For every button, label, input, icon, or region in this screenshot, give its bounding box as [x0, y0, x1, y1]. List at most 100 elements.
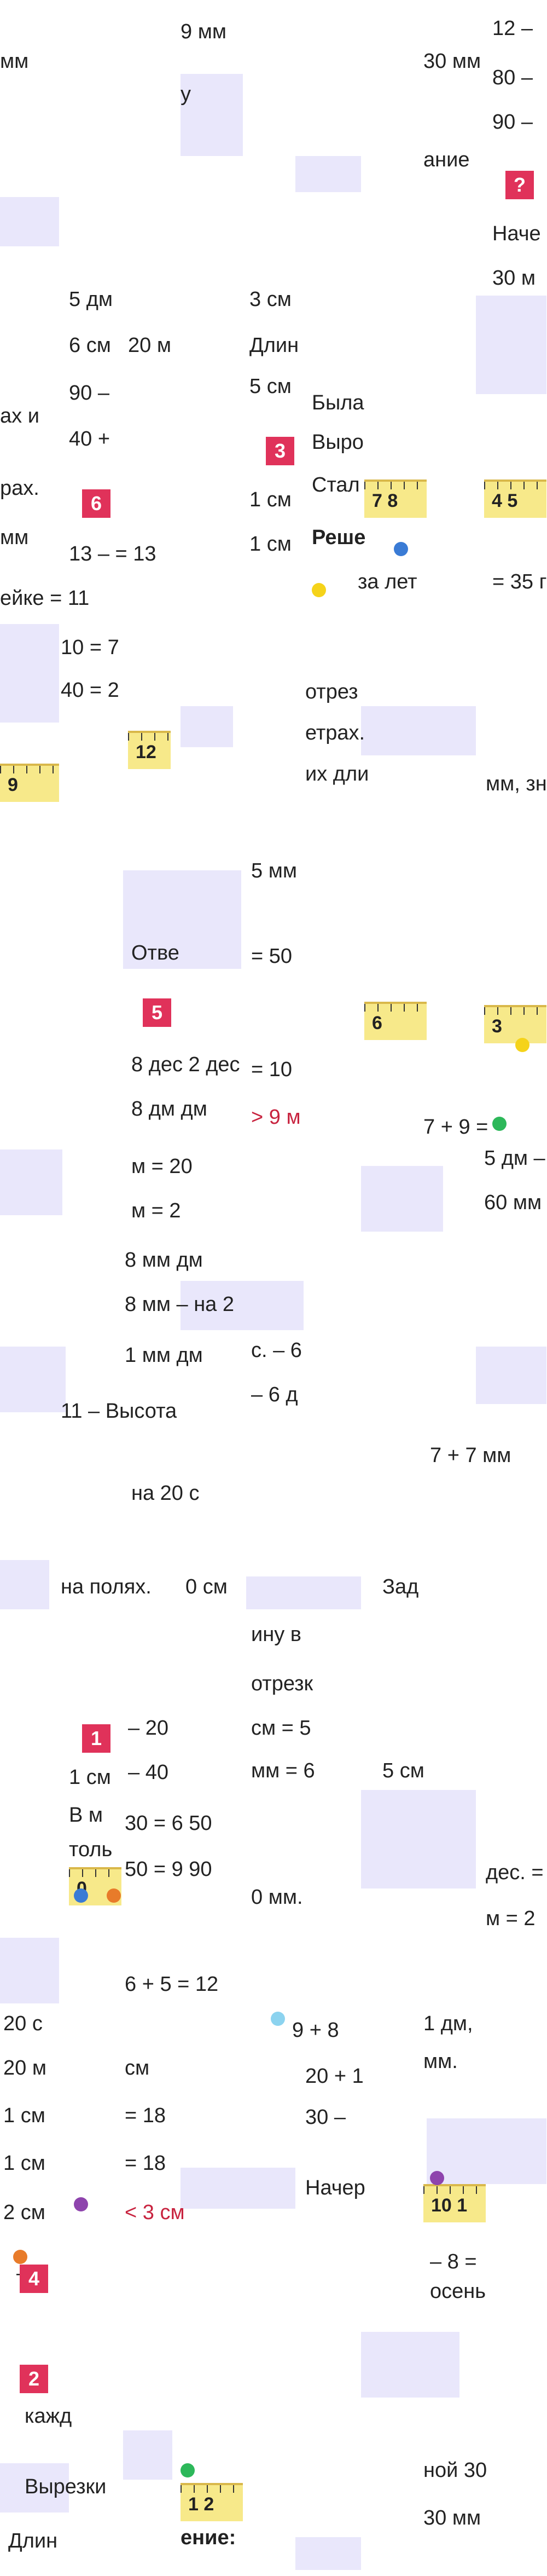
pin-icon [181, 2463, 195, 2477]
text-fragment: Наче [492, 222, 541, 245]
text-fragment: ной 30 [423, 2459, 487, 2482]
background-block [361, 706, 476, 755]
background-block [0, 2463, 69, 2513]
background-block [476, 296, 546, 394]
text-fragment: 90 – [492, 111, 533, 134]
pin-icon [394, 542, 408, 556]
background-block [0, 1347, 66, 1412]
text-fragment: = 50 [251, 945, 293, 968]
pin-icon [312, 583, 326, 597]
text-fragment: 2 см [3, 2201, 45, 2224]
background-block [361, 1166, 443, 1232]
text-fragment: 8 мм дм [125, 1249, 203, 1272]
text-fragment: мм = 6 [251, 1759, 315, 1782]
background-block [123, 870, 241, 969]
text-fragment: Зад [382, 1575, 419, 1598]
text-fragment: мм. [423, 2050, 458, 2073]
text-fragment: = 35 г [492, 570, 547, 593]
ruler: 9 [0, 764, 59, 802]
text-fragment: осень [430, 2280, 486, 2303]
number-badge: 4 [20, 2265, 48, 2293]
pin-icon [271, 2012, 285, 2026]
text-fragment: у [181, 83, 191, 106]
background-block [123, 2430, 172, 2480]
text-fragment: 30 – [305, 2106, 346, 2129]
text-fragment: Длин [249, 334, 299, 357]
text-fragment: 5 дм – [484, 1147, 545, 1170]
text-fragment: мм [0, 526, 29, 549]
ruler: 12 [128, 731, 171, 769]
text-fragment: 1 см [249, 488, 292, 511]
pin-icon [74, 1888, 88, 1903]
text-fragment: 8 дм дм [131, 1098, 207, 1120]
ruler: 10 1 [423, 2184, 486, 2222]
ruler: 3 [484, 1005, 546, 1043]
number-badge: 3 [266, 437, 294, 465]
background-block [0, 1938, 59, 2003]
text-fragment: – 6 д [251, 1383, 298, 1406]
text-fragment: 80 – [492, 66, 533, 89]
background-block [0, 1560, 49, 1609]
background-block [361, 1790, 476, 1888]
background-block [0, 197, 59, 246]
text-fragment: 5 см [382, 1759, 424, 1782]
text-fragment: Стал [312, 473, 360, 496]
text-fragment: 9 + 8 [292, 2019, 339, 2042]
text-fragment: 1 см [249, 533, 292, 556]
text-fragment: 7 + 9 = [423, 1116, 488, 1139]
text-fragment: Начер [305, 2176, 365, 2199]
text-fragment: – 8 = [430, 2250, 477, 2273]
text-fragment: 20 м [3, 2057, 46, 2080]
ruler: 1 2 [181, 2483, 243, 2521]
text-fragment: отрез [305, 680, 358, 703]
pin-icon [492, 1117, 507, 1131]
text-fragment: рах. [0, 477, 39, 500]
text-fragment: < 3 см [125, 2201, 185, 2224]
text-fragment: 12 – [492, 17, 533, 40]
text-fragment: 1 мм дм [125, 1344, 203, 1367]
text-fragment: Вырезки [25, 2475, 107, 2498]
text-fragment: Отве [131, 942, 179, 964]
background-block [476, 1347, 546, 1404]
background-block [295, 156, 361, 192]
text-fragment: 6 см [69, 334, 111, 357]
text-fragment: 10 = 7 [61, 636, 119, 659]
text-fragment: 8 дес 2 дес [131, 1053, 240, 1076]
background-block [181, 1281, 304, 1330]
text-fragment: 30 м [492, 267, 536, 290]
text-fragment: отрезк [251, 1672, 313, 1695]
text-fragment: ину в [251, 1623, 301, 1646]
background-block [295, 2537, 361, 2570]
text-fragment: – 20 [128, 1717, 168, 1740]
text-fragment: м = 20 [131, 1155, 193, 1178]
background-block [361, 2332, 459, 2398]
text-fragment: 0 см [185, 1575, 228, 1598]
text-fragment: м = 2 [131, 1199, 181, 1222]
text-fragment: 0 мм. [251, 1886, 303, 1909]
background-block [181, 706, 233, 747]
text-fragment: 5 см [249, 375, 292, 398]
text-fragment: 1 дм, [423, 2012, 473, 2035]
pin-icon [107, 1888, 121, 1903]
text-fragment: 30 = 6 50 [125, 1812, 212, 1835]
background-block [0, 1150, 62, 1215]
text-fragment: ание [423, 148, 470, 171]
text-fragment: 1 см [3, 2152, 45, 2175]
text-fragment: на полях. [61, 1575, 152, 1598]
text-fragment: Выро [312, 431, 364, 454]
text-fragment: = 18 [125, 2152, 166, 2175]
text-fragment: дес. = [486, 1861, 544, 1884]
background-block [0, 624, 59, 723]
text-fragment: 60 мм [484, 1191, 542, 1214]
text-fragment: > 9 м [251, 1106, 301, 1129]
text-fragment: см [125, 2057, 150, 2080]
text-fragment: 1 см [3, 2104, 45, 2127]
text-fragment: ение: [181, 2526, 236, 2549]
text-fragment: 13 – = 13 [69, 542, 156, 565]
text-fragment: их дли [305, 763, 369, 785]
number-badge: ? [505, 171, 534, 199]
text-fragment: Длин [8, 2529, 58, 2552]
text-fragment: с. – 6 [251, 1339, 302, 1362]
number-badge: 2 [20, 2365, 48, 2393]
text-fragment: – 40 [128, 1761, 168, 1784]
